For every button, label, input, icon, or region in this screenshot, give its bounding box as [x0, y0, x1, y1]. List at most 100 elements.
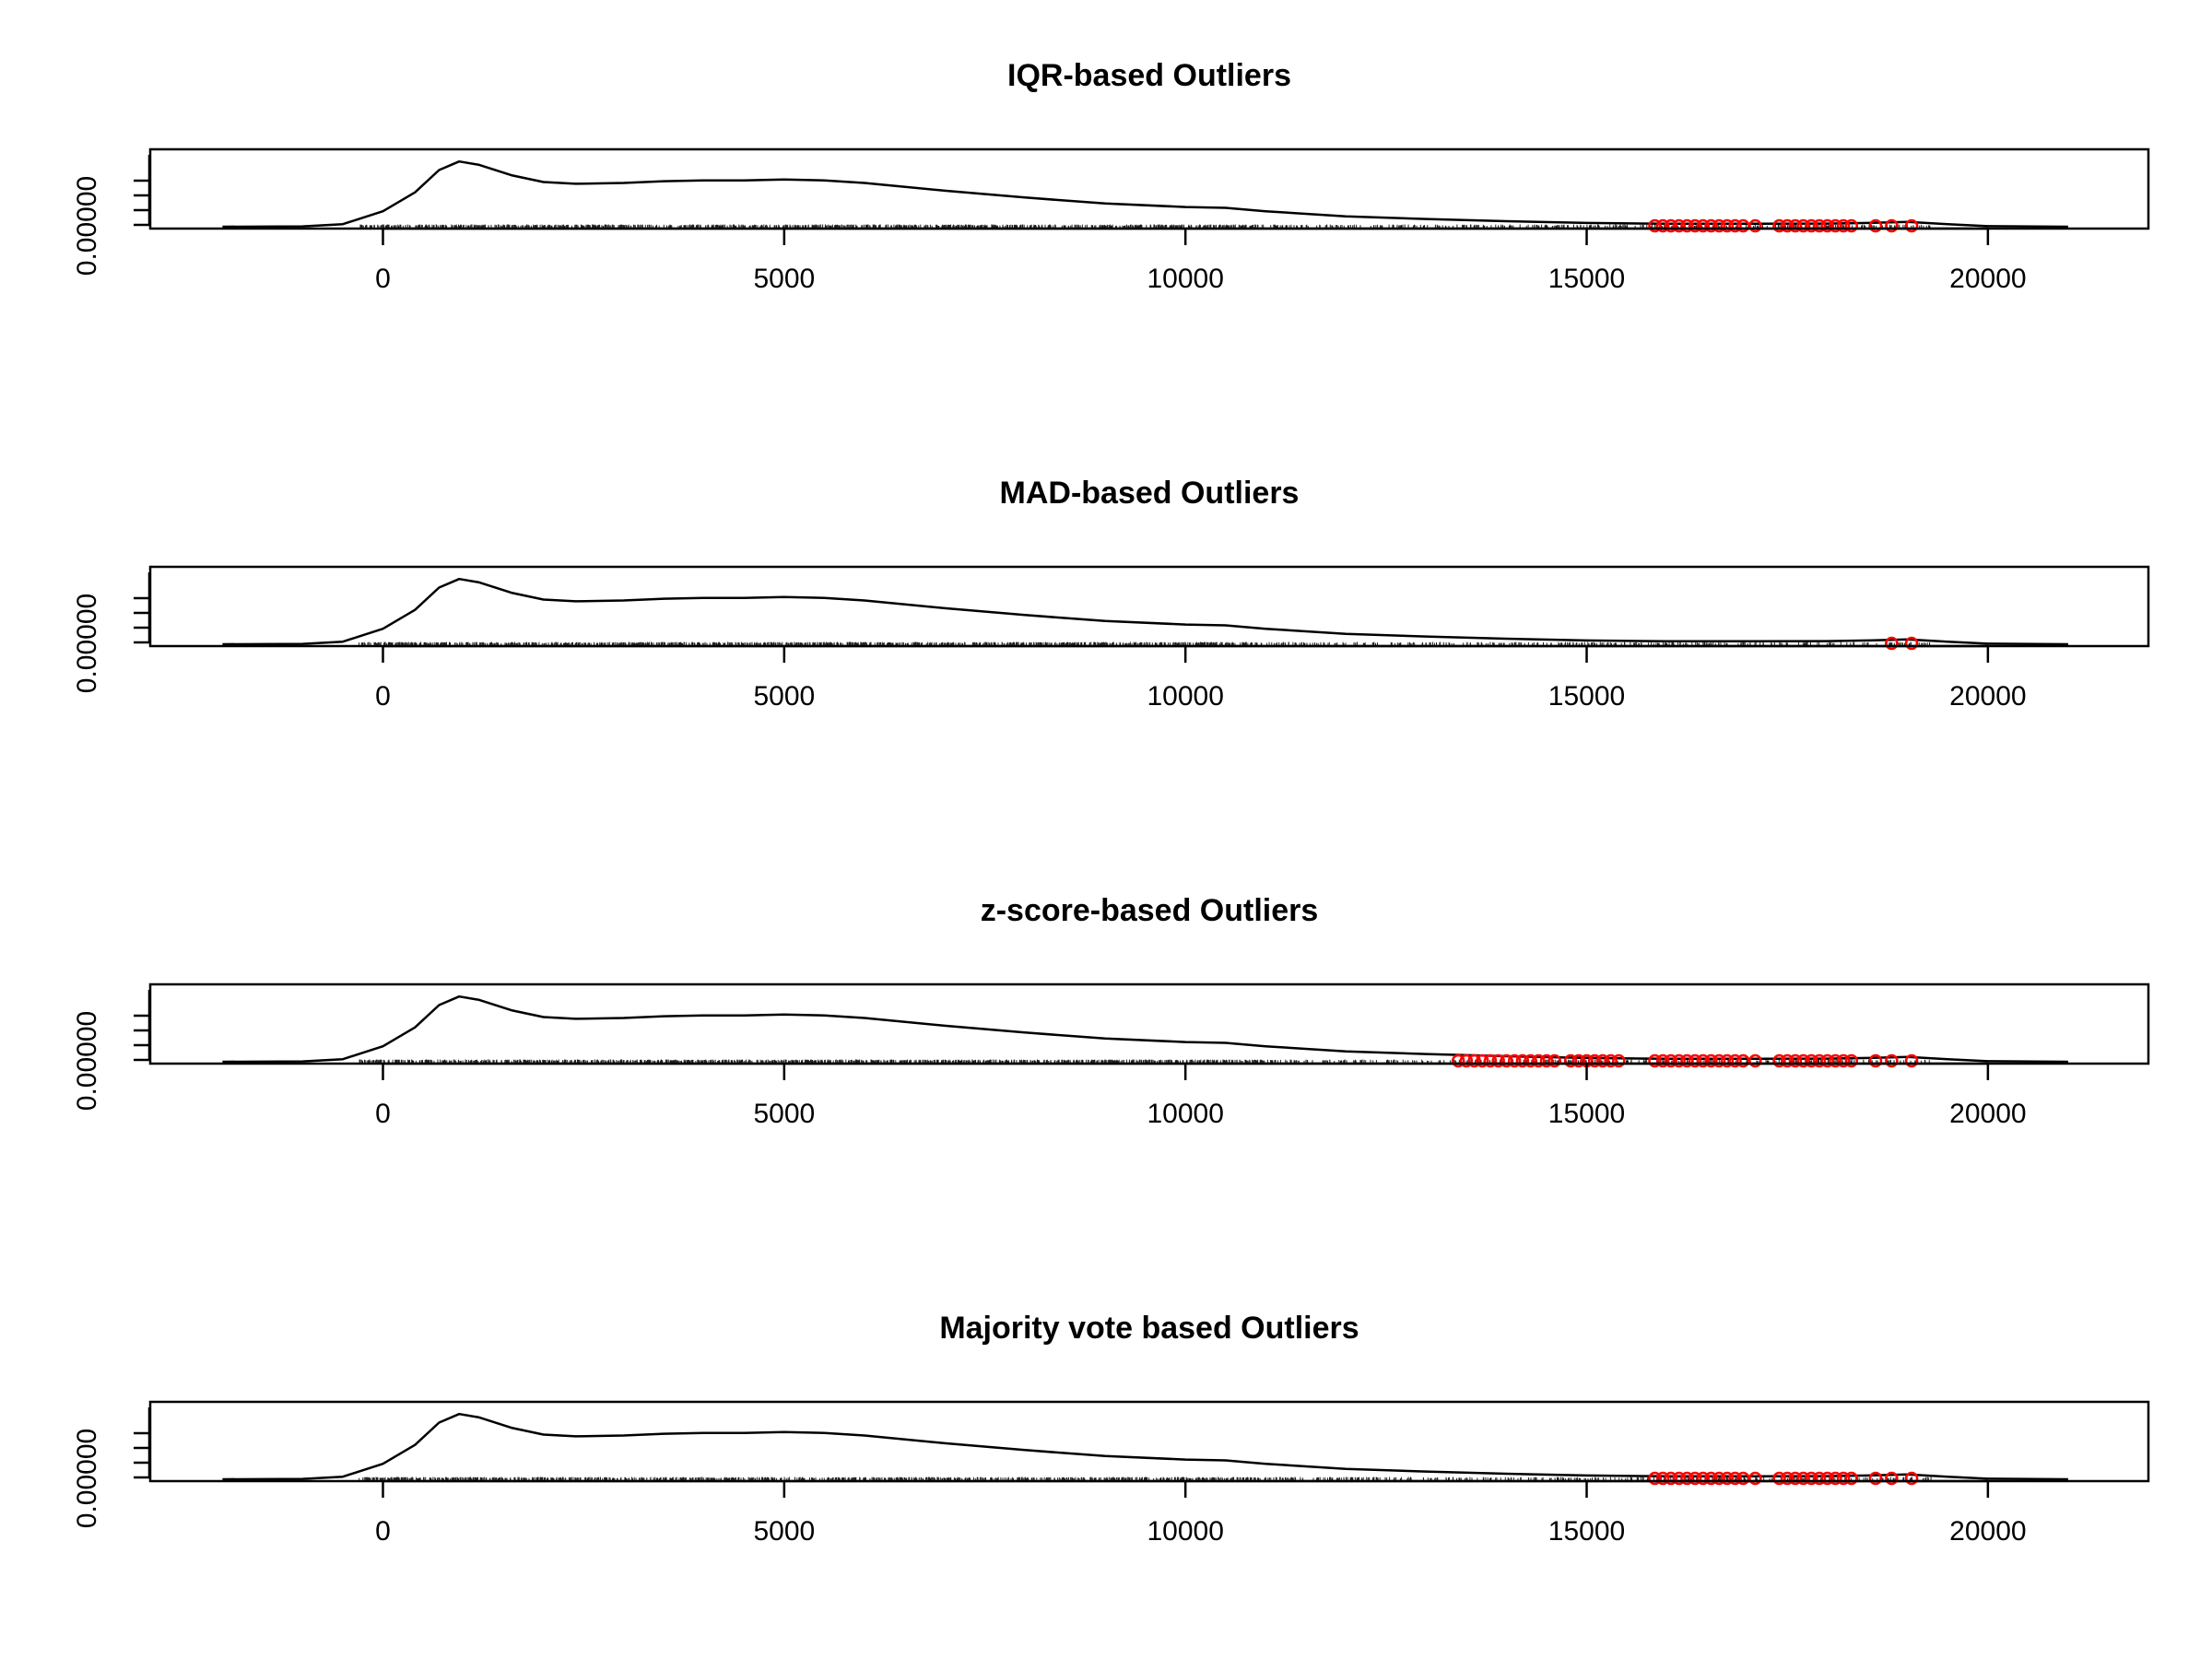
- x-tick-label: 10000: [1147, 264, 1223, 294]
- x-tick-label: 20000: [1949, 681, 2026, 712]
- outlier-point: [1704, 218, 1718, 233]
- x-tick-label: 0: [375, 1099, 391, 1129]
- outlier-point: [1868, 1471, 1883, 1486]
- outlier-point: [1704, 1053, 1718, 1068]
- outlier-point: [1587, 1053, 1602, 1068]
- outlier-point: [1885, 1053, 1899, 1068]
- x-tick-label: 20000: [1949, 264, 2026, 294]
- outlier-point: [1788, 1053, 1803, 1068]
- outlier-point: [1885, 636, 1899, 651]
- chart-panel: Majority vote based Outliers 0 5000 10000 15…: [72, 1311, 2150, 1547]
- outlier-point: [1720, 1053, 1735, 1068]
- outlier-point: [1844, 1471, 1859, 1486]
- outlier-point: [1500, 1053, 1513, 1068]
- outlier-point: [1680, 1053, 1694, 1068]
- outlier-point: [1476, 1053, 1489, 1068]
- x-tick-label: 15000: [1548, 264, 1625, 294]
- outlier-point: [1836, 1471, 1851, 1486]
- outlier-point: [1664, 1053, 1678, 1068]
- x-tick-label: 5000: [753, 1099, 815, 1129]
- x-tick-label: 0: [375, 1516, 391, 1547]
- outlier-point: [1728, 218, 1742, 233]
- outlier-point: [1459, 1053, 1474, 1068]
- outlier-point: [1664, 1471, 1678, 1486]
- outlier-point: [1904, 1471, 1919, 1486]
- rug-marks: [359, 641, 1931, 645]
- outlier-point: [1836, 1053, 1851, 1068]
- outlier-point: [1868, 218, 1883, 233]
- chart-title: z-score-based Outliers: [981, 893, 1319, 928]
- outlier-point: [1796, 218, 1810, 233]
- outlier-point: [1820, 1471, 1834, 1486]
- outlier-point: [1672, 1471, 1686, 1486]
- outlier-point: [1796, 1053, 1810, 1068]
- outlier-point: [1704, 1471, 1718, 1486]
- outlier-point: [1885, 218, 1899, 233]
- outlier-point: [1712, 1471, 1726, 1486]
- x-tick-label: 15000: [1548, 681, 1625, 712]
- outlier-point: [1780, 218, 1794, 233]
- outlier-point: [1805, 1053, 1818, 1068]
- outlier-point: [1648, 1053, 1662, 1068]
- outlier-point: [1812, 1053, 1827, 1068]
- outlier-point: [1563, 1053, 1578, 1068]
- x-tick-label: 20000: [1949, 1516, 2026, 1547]
- outlier-point: [1772, 218, 1786, 233]
- outlier-point: [1688, 218, 1702, 233]
- outlier-point: [1712, 218, 1726, 233]
- chart-title: IQR-based Outliers: [1007, 58, 1291, 93]
- outlier-point: [1664, 218, 1678, 233]
- outlier-point: [1604, 1053, 1618, 1068]
- x-tick-label: 15000: [1548, 1516, 1625, 1547]
- outlier-point: [1885, 1471, 1899, 1486]
- outlier-point: [1780, 1053, 1794, 1068]
- rug-marks: [359, 1059, 1930, 1063]
- outlier-point: [1836, 218, 1851, 233]
- outlier-point: [1680, 218, 1694, 233]
- outlier-point: [1696, 1471, 1711, 1486]
- outlier-point: [1672, 1053, 1686, 1068]
- x-tick-label: 10000: [1147, 1516, 1223, 1547]
- y-tick-label: 0.00000: [72, 1429, 102, 1528]
- outlier-point: [1547, 1053, 1561, 1068]
- x-tick-label: 15000: [1548, 1099, 1625, 1129]
- outlier-point: [1805, 218, 1818, 233]
- outlier-point: [1772, 1053, 1786, 1068]
- outlier-point: [1483, 1053, 1498, 1068]
- outlier-point: [1688, 1471, 1702, 1486]
- outlier-point: [1612, 1053, 1626, 1068]
- outlier-point: [1655, 218, 1670, 233]
- outlier-point: [1829, 1053, 1842, 1068]
- outlier-point: [1507, 1053, 1522, 1068]
- chart-panel: IQR-based Outliers 0 5000 10000 15000 20000 0.…: [72, 58, 2150, 294]
- outlier-point: [1680, 1471, 1694, 1486]
- outlier-point: [1655, 1471, 1670, 1486]
- outlier-point: [1904, 1053, 1919, 1068]
- rug-marks: [359, 1477, 1932, 1480]
- chart-panel: z-score-based Outliers 0 5000 10000 15000 200…: [72, 893, 2150, 1129]
- outlier-point: [1491, 1053, 1505, 1068]
- outlier-point: [1844, 1053, 1859, 1068]
- outlier-point: [1788, 218, 1803, 233]
- outlier-point: [1812, 1471, 1827, 1486]
- y-tick-label: 0.00000: [72, 1011, 102, 1111]
- outlier-point: [1532, 1053, 1546, 1068]
- density-curve: [222, 577, 2068, 646]
- outlier-point: [1904, 636, 1919, 651]
- outlier-point: [1772, 1471, 1786, 1486]
- outlier-point: [1844, 218, 1859, 233]
- outlier-point: [1696, 218, 1711, 233]
- y-tick-label: 0.00000: [72, 594, 102, 693]
- x-tick-label: 0: [375, 264, 391, 294]
- outlier-point: [1904, 218, 1919, 233]
- x-tick-label: 10000: [1147, 681, 1223, 712]
- x-tick-label: 10000: [1147, 1099, 1223, 1129]
- outlier-point: [1688, 1053, 1702, 1068]
- outlier-point: [1720, 1471, 1735, 1486]
- outlier-point: [1829, 218, 1842, 233]
- outlier-point: [1696, 1053, 1711, 1068]
- outlier-point: [1648, 218, 1662, 233]
- outlier-point: [1788, 1471, 1803, 1486]
- outlier-point: [1571, 1053, 1586, 1068]
- x-tick-label: 5000: [753, 681, 815, 712]
